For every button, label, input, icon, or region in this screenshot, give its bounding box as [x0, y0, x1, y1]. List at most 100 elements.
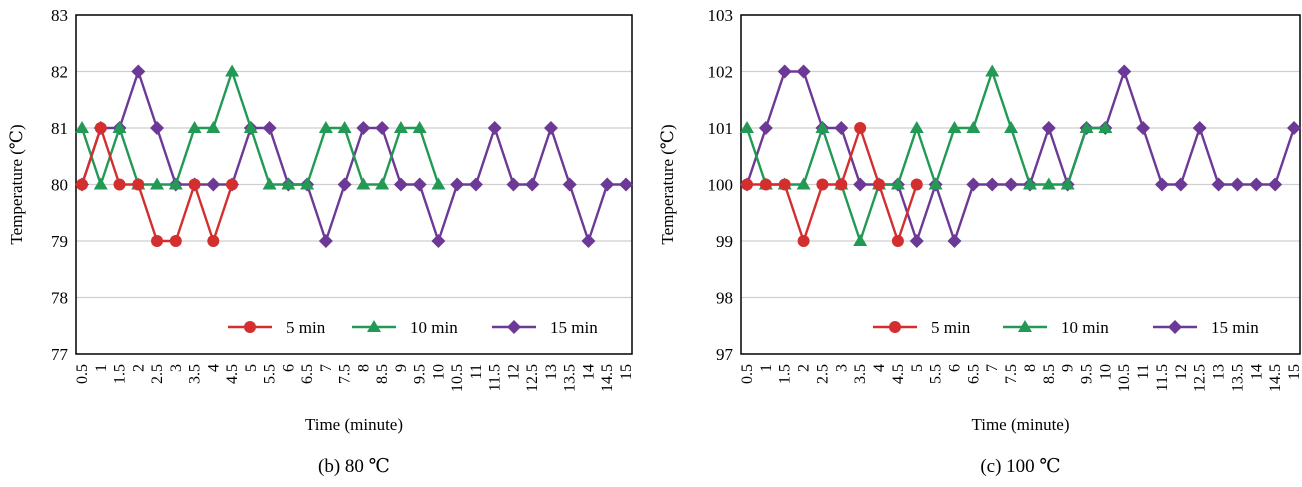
- x-tick-label: 15: [1286, 364, 1302, 380]
- data-point-10-min: [281, 177, 296, 190]
- x-tick-label: 5.5: [262, 364, 279, 384]
- data-point-10-min: [740, 121, 754, 133]
- data-point-10-min: [93, 177, 108, 190]
- y-tick-label: 103: [708, 6, 734, 25]
- x-tick-label: 9.5: [412, 364, 429, 384]
- x-tick-label: 9.5: [1079, 364, 1096, 384]
- x-axis-title: Time (minute): [971, 415, 1069, 434]
- data-point-15-min: [600, 177, 615, 192]
- y-tick-label: 79: [51, 232, 68, 251]
- data-point-10-min: [1079, 121, 1094, 133]
- data-point-10-min: [947, 121, 962, 133]
- data-point-5-min: [891, 235, 904, 247]
- data-point-15-min: [947, 234, 962, 248]
- x-tick-label: 4: [205, 364, 222, 372]
- data-point-15-min: [450, 177, 465, 192]
- data-point-10-min: [225, 64, 240, 77]
- data-point-10-min: [1060, 177, 1075, 190]
- data-point-15-min: [506, 177, 521, 192]
- y-tick-label: 100: [708, 176, 734, 195]
- x-tick-label: 10.5: [449, 364, 466, 392]
- data-point-5-min: [835, 178, 848, 191]
- data-point-5-min: [816, 178, 829, 191]
- data-point-15-min: [525, 177, 540, 192]
- data-point-15-min: [393, 177, 408, 192]
- data-point-15-min: [1173, 177, 1188, 192]
- legend-item-10-min: 10 min: [1003, 318, 1109, 337]
- legend-item-15-min: 15 min: [492, 318, 598, 337]
- data-point-15-min: [1230, 177, 1245, 192]
- legend-label: 10 min: [1061, 318, 1109, 337]
- y-tick-label: 99: [716, 232, 733, 251]
- x-tick-label: 6: [946, 364, 963, 372]
- x-tick-label: 2: [796, 364, 813, 372]
- x-tick-label: 14.5: [599, 364, 616, 392]
- legend-marker: [507, 320, 521, 334]
- x-tick-label: 7: [984, 364, 1001, 372]
- x-tick-label: 11.5: [1154, 364, 1171, 391]
- data-point-10-min: [150, 177, 165, 190]
- data-point-15-min: [468, 177, 483, 192]
- x-tick-label: 14.5: [1267, 364, 1284, 392]
- legend-marker: [1168, 320, 1182, 334]
- data-point-15-min: [581, 234, 596, 248]
- legend-marker: [244, 321, 256, 333]
- data-point-10-min: [909, 121, 924, 133]
- x-tick-label: 1: [93, 364, 110, 372]
- data-point-5-min: [151, 235, 164, 247]
- figure-caption: (b) 80 ℃: [318, 456, 390, 477]
- data-point-15-min: [1192, 121, 1207, 135]
- data-point-15-min: [985, 177, 1000, 192]
- x-tick-label: 6.5: [299, 364, 316, 384]
- x-tick-label: 14: [1248, 364, 1265, 380]
- data-point-10-min: [928, 177, 943, 190]
- x-tick-label: 5.5: [928, 364, 945, 384]
- y-tick-label: 78: [51, 289, 68, 308]
- x-tick-label: 10.5: [1116, 364, 1133, 392]
- data-point-15-min: [150, 121, 165, 135]
- legend-item-5-min: 5 min: [228, 318, 326, 337]
- data-point-5-min: [759, 178, 772, 191]
- data-point-5-min: [113, 178, 126, 191]
- data-point-15-min: [1041, 121, 1056, 135]
- x-tick-label: 8.5: [1041, 364, 1058, 384]
- x-tick-label: 6.5: [965, 364, 982, 384]
- x-tick-label: 0.5: [74, 364, 91, 384]
- data-point-10-min: [1041, 177, 1056, 190]
- data-point-5-min: [873, 178, 886, 191]
- x-tick-label: 13: [1211, 364, 1228, 380]
- legend-marker: [1018, 320, 1032, 332]
- x-tick-label: 4: [871, 364, 888, 372]
- data-point-15-min: [431, 234, 446, 248]
- data-point-15-min: [487, 121, 502, 135]
- x-tick-label: 13: [543, 364, 560, 380]
- data-point-15-min: [853, 177, 868, 192]
- x-tick-label: 15: [618, 364, 635, 380]
- x-tick-label: 3: [168, 364, 185, 372]
- data-point-15-min: [966, 177, 981, 192]
- data-point-15-min: [412, 177, 427, 192]
- x-tick-label: 3.5: [852, 364, 869, 384]
- data-point-10-min: [112, 121, 127, 133]
- data-point-10-min: [318, 121, 333, 133]
- y-tick-label: 81: [51, 119, 68, 138]
- data-point-5-min: [910, 178, 923, 191]
- data-point-15-min: [1268, 177, 1283, 192]
- legend-label: 15 min: [550, 318, 598, 337]
- x-tick-label: 8: [355, 364, 372, 372]
- legend-label: 10 min: [410, 318, 458, 337]
- data-point-10-min: [853, 234, 868, 246]
- data-point-5-min: [132, 178, 145, 191]
- series-line-5-min: [747, 124, 918, 245]
- y-tick-label: 80: [51, 176, 68, 195]
- data-point-10-min: [262, 177, 277, 190]
- data-point-10-min: [356, 177, 371, 190]
- x-tick-label: 6: [280, 364, 297, 372]
- data-point-15-min: [562, 177, 577, 192]
- data-point-15-min: [356, 121, 371, 135]
- data-point-10-min: [337, 121, 352, 133]
- x-tick-label: 8.5: [374, 364, 391, 384]
- data-point-15-min: [206, 177, 221, 192]
- x-tick-label: 10: [1097, 364, 1114, 380]
- data-point-10-min: [168, 177, 183, 190]
